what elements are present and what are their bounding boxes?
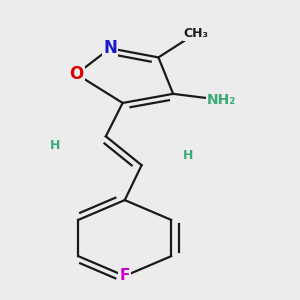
- Text: H: H: [50, 139, 61, 152]
- Text: CH₃: CH₃: [184, 27, 209, 40]
- Text: H: H: [183, 149, 193, 162]
- Text: N: N: [103, 39, 117, 57]
- Text: O: O: [69, 65, 83, 83]
- Text: F: F: [120, 268, 130, 284]
- Text: NH₂: NH₂: [207, 93, 236, 107]
